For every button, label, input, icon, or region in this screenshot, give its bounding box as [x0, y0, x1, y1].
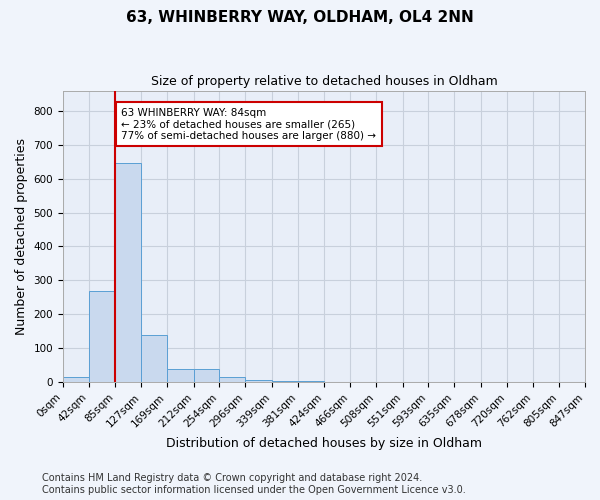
Bar — [245, 380, 272, 382]
X-axis label: Distribution of detached houses by size in Oldham: Distribution of detached houses by size … — [166, 437, 482, 450]
Y-axis label: Number of detached properties: Number of detached properties — [15, 138, 28, 335]
Bar — [167, 368, 194, 382]
Bar — [220, 377, 245, 382]
Text: Contains HM Land Registry data © Crown copyright and database right 2024.
Contai: Contains HM Land Registry data © Crown c… — [42, 474, 466, 495]
Text: 63 WHINBERRY WAY: 84sqm
← 23% of detached houses are smaller (265)
77% of semi-d: 63 WHINBERRY WAY: 84sqm ← 23% of detache… — [121, 108, 376, 140]
Title: Size of property relative to detached houses in Oldham: Size of property relative to detached ho… — [151, 75, 497, 88]
Bar — [141, 334, 167, 382]
Bar — [194, 368, 220, 382]
Bar — [89, 290, 115, 382]
Text: 63, WHINBERRY WAY, OLDHAM, OL4 2NN: 63, WHINBERRY WAY, OLDHAM, OL4 2NN — [126, 10, 474, 25]
Bar — [115, 164, 141, 382]
Bar — [63, 377, 89, 382]
